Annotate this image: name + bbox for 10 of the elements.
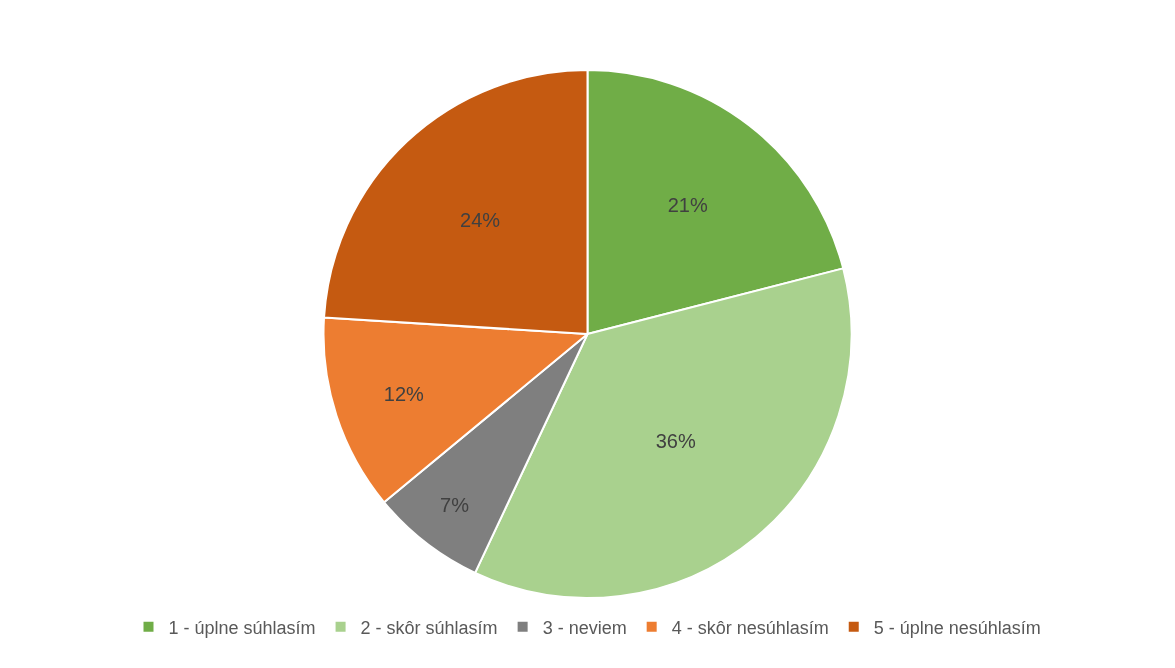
legend-label: 2 - skôr súhlasím (360, 617, 498, 638)
data-label: 7% (440, 494, 470, 517)
legend-label: 5 - úplne nesúhlasím (873, 617, 1041, 638)
legend-label: 4 - skôr nesúhlasím (671, 617, 829, 638)
legend-label: 1 - úplne súhlasím (168, 617, 316, 638)
legend-label: 3 - neviem (542, 617, 627, 638)
data-label: 12% (383, 382, 425, 405)
data-label: 24% (460, 208, 501, 231)
data-label: 21% (667, 193, 708, 216)
data-label: 36% (655, 429, 696, 452)
